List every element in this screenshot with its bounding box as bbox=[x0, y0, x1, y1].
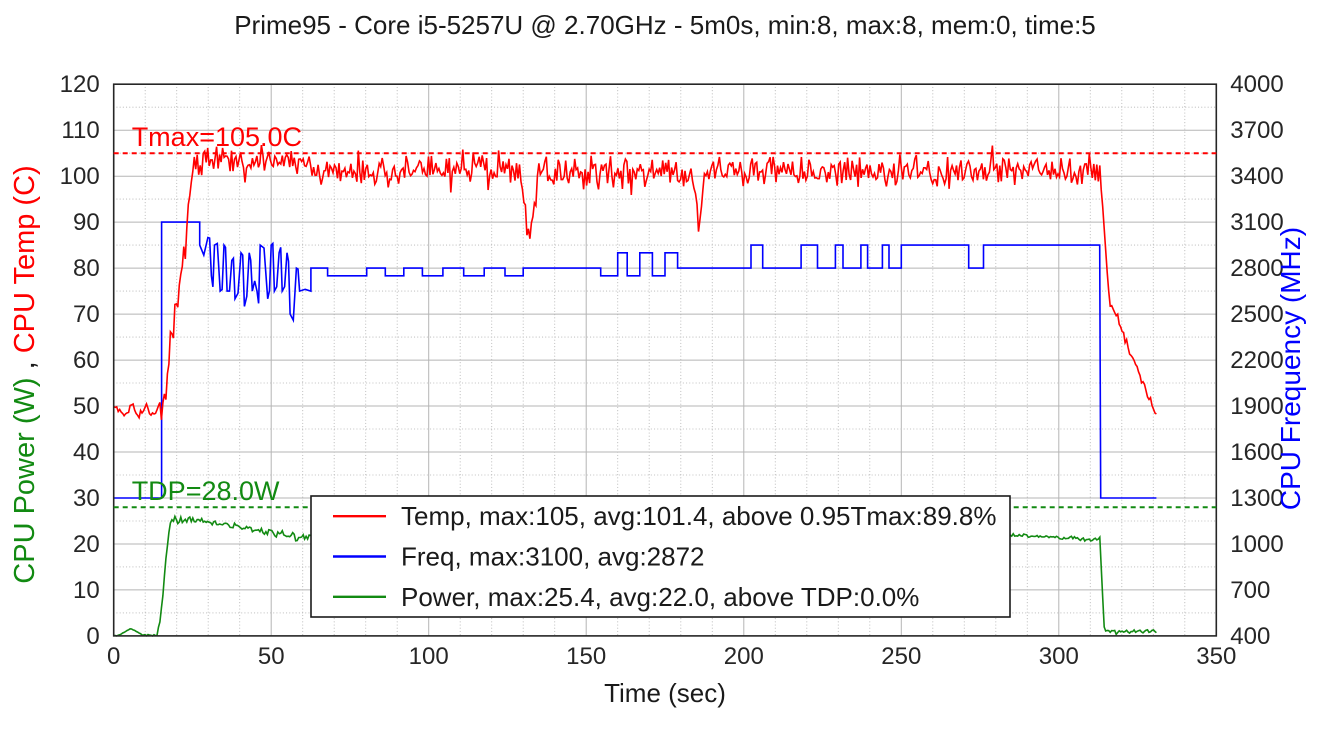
svg-text:40: 40 bbox=[73, 439, 100, 466]
svg-text:120: 120 bbox=[60, 71, 100, 98]
svg-text:Time (sec): Time (sec) bbox=[604, 678, 726, 708]
svg-text:4000: 4000 bbox=[1230, 71, 1283, 98]
svg-text:CPU Frequency (MHz): CPU Frequency (MHz) bbox=[1275, 227, 1306, 510]
svg-text:80: 80 bbox=[73, 255, 100, 282]
svg-text:70: 70 bbox=[73, 301, 100, 328]
svg-text:50: 50 bbox=[258, 643, 285, 670]
svg-text:100: 100 bbox=[409, 643, 449, 670]
svg-text:3400: 3400 bbox=[1230, 163, 1283, 190]
svg-text:Freq, max:3100, avg:2872: Freq, max:3100, avg:2872 bbox=[401, 542, 705, 572]
svg-text:60: 60 bbox=[73, 347, 100, 374]
svg-text:Prime95 - Core i5-5257U @ 2.70: Prime95 - Core i5-5257U @ 2.70GHz - 5m0s… bbox=[234, 10, 1096, 40]
svg-text:300: 300 bbox=[1039, 643, 1079, 670]
svg-text:30: 30 bbox=[73, 485, 100, 512]
svg-text:200: 200 bbox=[724, 643, 764, 670]
svg-text:150: 150 bbox=[566, 643, 606, 670]
svg-text:Tmax=105.0C: Tmax=105.0C bbox=[132, 122, 302, 152]
svg-text:CPU Power (W) , CPU Temp (: CPU Power (W) , CPU Temp (C) bbox=[9, 165, 41, 583]
svg-text:20: 20 bbox=[73, 531, 100, 558]
svg-text:TDP=28.0W: TDP=28.0W bbox=[132, 476, 280, 506]
svg-text:3700: 3700 bbox=[1230, 117, 1283, 144]
svg-text:0: 0 bbox=[86, 623, 99, 650]
svg-text:Power, max:25.4, avg:22.0, abo: Power, max:25.4, avg:22.0, above TDP:0.0… bbox=[401, 582, 919, 612]
svg-text:1000: 1000 bbox=[1230, 531, 1283, 558]
svg-text:700: 700 bbox=[1230, 577, 1270, 604]
svg-text:50: 50 bbox=[73, 393, 100, 420]
svg-text:0: 0 bbox=[107, 643, 120, 670]
svg-text:Temp, max:105, avg:101.4, abov: Temp, max:105, avg:101.4, above 0.95Tmax… bbox=[401, 501, 996, 531]
svg-text:100: 100 bbox=[60, 163, 100, 190]
svg-text:250: 250 bbox=[881, 643, 921, 670]
svg-text:110: 110 bbox=[61, 117, 99, 144]
svg-text:10: 10 bbox=[73, 577, 100, 604]
svg-text:90: 90 bbox=[73, 209, 100, 236]
svg-text:400: 400 bbox=[1230, 623, 1270, 650]
